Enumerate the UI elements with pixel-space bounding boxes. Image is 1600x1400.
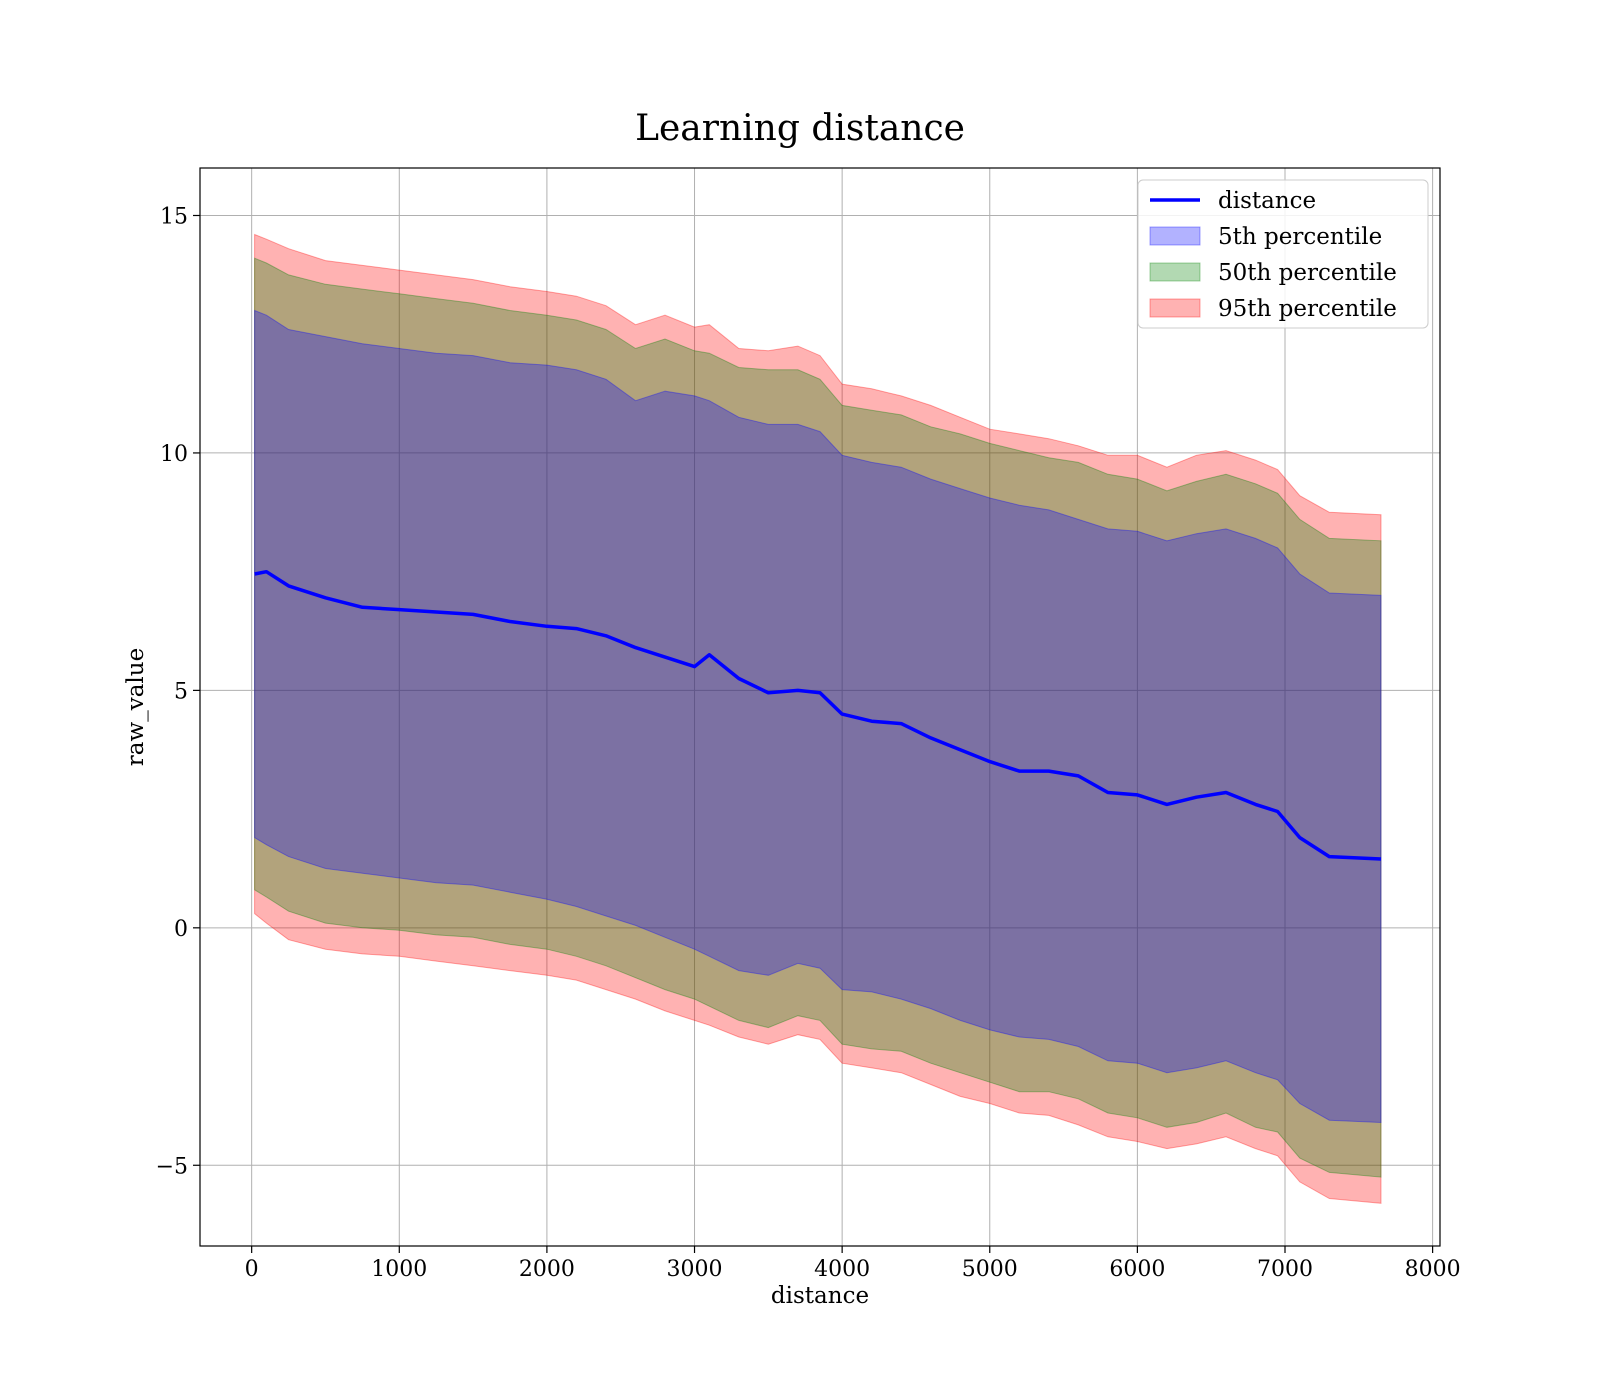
y-tick-label: 5 (174, 679, 188, 704)
x-tick-label: 3000 (667, 1257, 723, 1282)
legend-label: 95th percentile (1218, 296, 1397, 322)
x-tick-label: 5000 (962, 1257, 1018, 1282)
y-tick-label: −5 (156, 1154, 188, 1179)
x-tick-label: 7000 (1257, 1257, 1313, 1282)
x-tick-label: 0 (245, 1257, 259, 1282)
x-tick-label: 6000 (1109, 1257, 1165, 1282)
legend-swatch (1149, 298, 1201, 318)
legend-swatch (1149, 226, 1201, 246)
x-tick-label: 1000 (371, 1257, 427, 1282)
y-tick-label: 15 (160, 204, 188, 229)
legend-label: distance (1218, 188, 1316, 214)
axis-ticks: 0 1000 2000 3000 4000 5000 6000 7000 8000 −5 0 5 10 1… (156, 204, 1461, 1282)
legend-label: 5th percentile (1218, 224, 1382, 250)
y-axis-label: raw_value (123, 648, 149, 766)
plot-frame (199, 167, 1441, 1247)
x-tick-label: 2000 (519, 1257, 575, 1282)
legend: distance 5th percentile 50th percentile 95t… (1137, 179, 1429, 329)
band-95th-percentile (254, 233, 1382, 1204)
distance-line-layer (254, 569, 1382, 861)
legend-box (1137, 179, 1429, 329)
x-tick-label: 8000 (1405, 1257, 1461, 1282)
grid (200, 168, 1440, 1246)
band-50th-percentile (254, 257, 1382, 1178)
band-5th-percentile (254, 309, 1382, 1124)
legend-swatch (1149, 262, 1201, 282)
legend-label: 50th percentile (1218, 260, 1397, 286)
x-tick-label: 4000 (814, 1257, 870, 1282)
chart-title: Learning distance (635, 108, 965, 149)
distance-series-line (254, 569, 1382, 861)
y-tick-label: 0 (174, 917, 188, 942)
percentile-bands (254, 233, 1382, 1204)
x-axis-label: distance (771, 1283, 869, 1309)
y-tick-label: 10 (160, 442, 188, 467)
